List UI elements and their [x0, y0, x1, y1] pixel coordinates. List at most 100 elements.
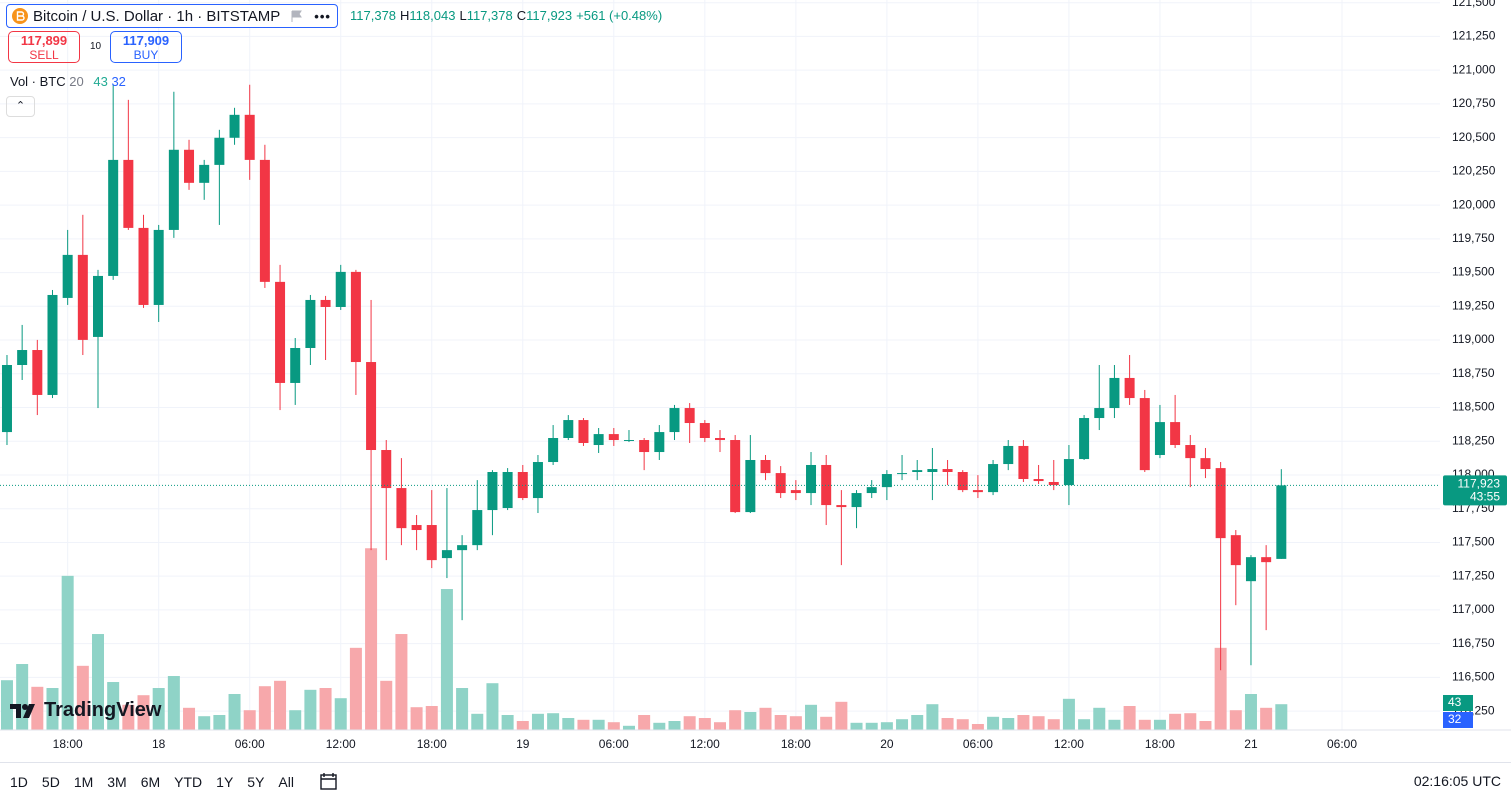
candle-body: [927, 469, 938, 473]
date-range-icon[interactable]: [318, 772, 340, 792]
volume-length: 20: [69, 74, 84, 89]
candle-body: [1, 365, 12, 433]
candle-wick: [1235, 530, 1237, 606]
collapse-button[interactable]: ⌃: [6, 96, 35, 117]
volume-bar: [122, 704, 135, 730]
bottom-toolbar: 1D 5D 1M 3M 6M YTD 1Y 5Y All 02:16:05 UTC: [0, 762, 1511, 800]
candle-wick: [1053, 459, 1055, 491]
range-button[interactable]: YTD: [174, 773, 203, 790]
ohlc-value: 117,923: [526, 8, 573, 23]
sell-button[interactable]: 117,899 SELL: [8, 31, 80, 63]
candle-body: [441, 550, 452, 559]
candle-body: [199, 164, 210, 183]
candle-body: [472, 510, 483, 546]
volume-bar: [789, 716, 802, 730]
candle-body: [715, 438, 725, 441]
symbol-header[interactable]: Bitcoin / U.S. Dollar · 1h · BITSTAMP ••…: [6, 4, 338, 28]
candle-body: [93, 275, 104, 337]
candle-body: [1124, 377, 1135, 399]
candle-body: [1230, 535, 1241, 566]
clock: 02:16:05 UTC: [1413, 773, 1501, 789]
range-button[interactable]: 6M: [140, 773, 161, 790]
volume-bar: [76, 665, 89, 730]
candle-wick: [1189, 435, 1191, 488]
x-tick-label: 18:00: [53, 737, 83, 751]
volume-bar: [1062, 698, 1075, 730]
candle-wick: [1220, 462, 1222, 671]
logo-text: TradingView: [44, 699, 162, 721]
volume-bar: [850, 722, 863, 730]
volume-bar: [1199, 721, 1212, 730]
candle-body: [775, 473, 786, 494]
y-tick-label: 118,750: [1452, 366, 1495, 380]
candle-body: [1018, 445, 1029, 480]
volume-bar: [380, 680, 393, 730]
volume-bar: [1123, 706, 1136, 730]
candle-body: [745, 459, 756, 513]
x-tick-label: 19: [516, 737, 530, 751]
volume-legend: Vol · BTC 20 43 32: [10, 74, 126, 89]
candle-body: [578, 420, 589, 443]
volume-bar: [714, 722, 726, 730]
y-tick-label: 118,500: [1452, 400, 1495, 414]
range-button[interactable]: 1M: [73, 773, 94, 790]
volume-bar: [1047, 719, 1060, 730]
volume-bar: [592, 719, 605, 730]
volume-bar: [213, 715, 226, 730]
candle-body: [988, 464, 999, 493]
volume-bar: [941, 718, 954, 730]
candle-body: [760, 459, 771, 474]
candle-body: [305, 299, 316, 348]
candle-body: [806, 464, 817, 494]
candle-body: [487, 472, 498, 511]
volume-bar: [1229, 710, 1242, 730]
x-tick-label: 21: [1244, 737, 1258, 751]
range-button[interactable]: 1D: [10, 773, 28, 790]
range-button[interactable]: 3M: [107, 773, 127, 790]
candle-body: [548, 438, 559, 463]
volume-bar: [698, 718, 711, 730]
range-button[interactable]: 5Y: [247, 773, 265, 790]
candle-body: [1109, 377, 1120, 409]
candle-body: [836, 505, 847, 508]
volume-bar: [926, 704, 939, 730]
ohlc-change: +561 (+0.48%): [576, 8, 663, 23]
volume-ma: 32: [111, 74, 126, 89]
volume-bar: [547, 713, 560, 730]
candle-body: [1079, 418, 1090, 460]
volume-bar: [1169, 713, 1182, 730]
candle-wick: [977, 475, 979, 499]
flag-icon[interactable]: [290, 10, 304, 22]
candle-wick: [218, 129, 220, 225]
candle-body: [532, 462, 543, 499]
x-tick-label: 18: [152, 737, 166, 751]
x-tick-label: 18:00: [1145, 737, 1175, 751]
candle-body: [457, 545, 468, 551]
y-tick-label: 120,750: [1452, 96, 1496, 110]
range-button[interactable]: 1Y: [216, 773, 234, 790]
ohlc-key: H: [400, 8, 410, 23]
candle-body: [184, 149, 195, 183]
volume-bar: [607, 722, 620, 730]
x-tick-label: 06:00: [1327, 737, 1357, 751]
more-button[interactable]: •••: [314, 8, 331, 24]
candle-wick: [856, 490, 858, 529]
candle-body: [881, 474, 892, 488]
volume-ma-tag: [1443, 712, 1473, 728]
volume-bar: [1244, 694, 1257, 730]
x-tick-label: 20: [880, 737, 894, 751]
candle-body: [502, 472, 513, 509]
volume-bar: [198, 716, 211, 730]
buy-button[interactable]: 117,909 BUY: [110, 31, 182, 63]
volume-bar: [334, 698, 347, 730]
candle-body: [366, 362, 377, 451]
volume-bar: [971, 724, 984, 730]
price-tag-value: 117,923: [1458, 477, 1501, 491]
range-button[interactable]: 5D: [41, 773, 60, 790]
y-tick-label: 119,000: [1452, 332, 1495, 346]
candle-body: [942, 469, 953, 473]
range-button[interactable]: All: [278, 773, 294, 790]
candle-body: [259, 159, 270, 282]
candle-body: [866, 487, 877, 494]
candle-body: [350, 271, 361, 363]
